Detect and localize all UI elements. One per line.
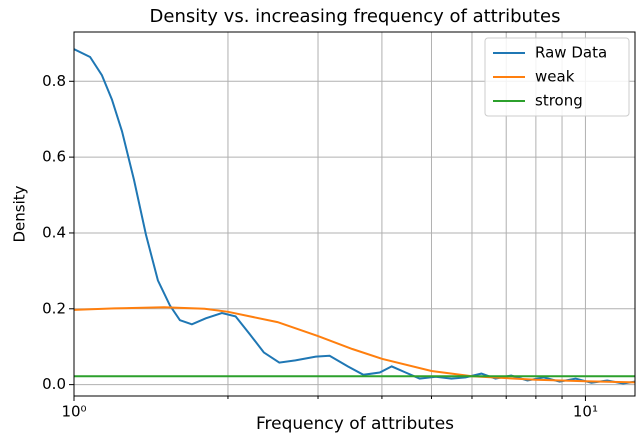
plot-frame [73,31,636,397]
y-tick-label: 0.6 [42,148,66,166]
x-tick-label: 10⁰ [61,403,86,421]
y-tick-label: 0.2 [42,299,66,317]
x-axis-label: Frequency of attributes [256,414,454,434]
legend-label: Raw Data [535,44,607,62]
series-line [74,306,635,384]
y-tick-label: 0.8 [42,72,66,90]
y-tick-label: 0.0 [42,375,66,393]
x-tick-label: 10¹ [573,403,598,421]
legend-label: weak [535,68,575,86]
y-axis-label: Density [11,185,29,242]
y-tick-label: 0.4 [42,223,66,241]
legend-box [484,37,630,117]
legend-label: strong [535,92,583,110]
chart-title: Density vs. increasing frequency of attr… [150,6,561,27]
